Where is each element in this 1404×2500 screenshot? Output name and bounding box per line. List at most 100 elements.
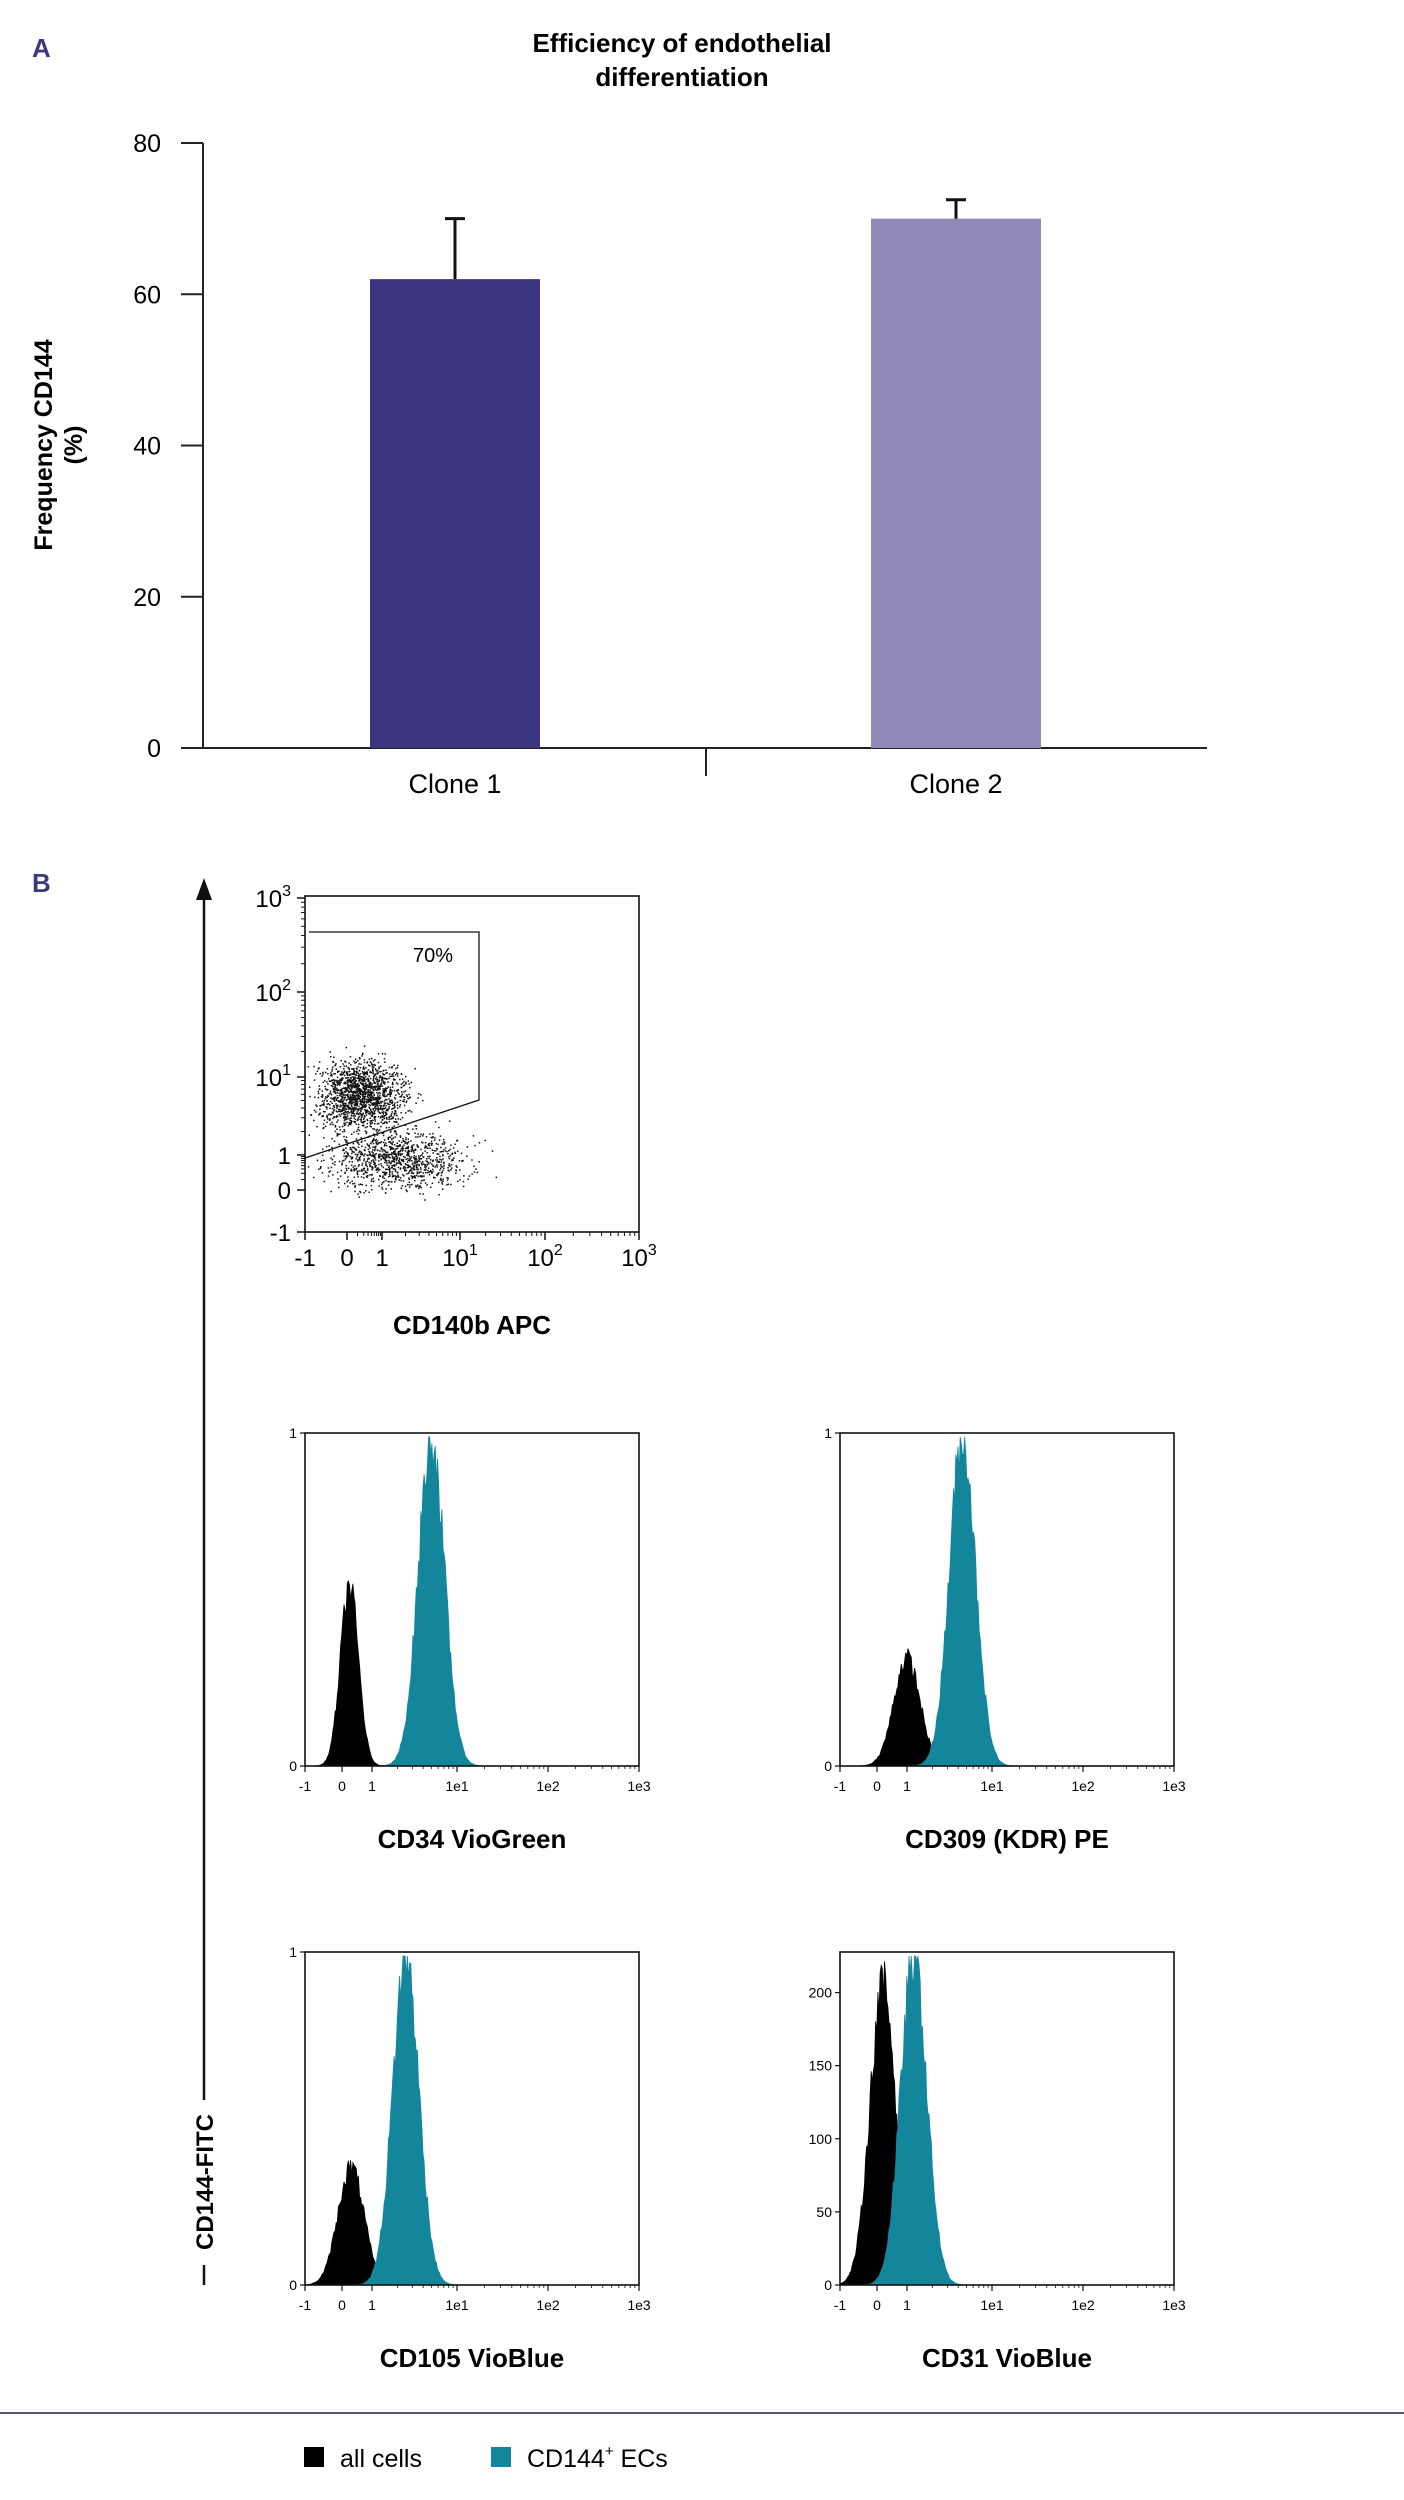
scatter-point	[436, 1148, 439, 1150]
scatter-point	[345, 1104, 347, 1107]
scatter-point	[329, 1123, 332, 1126]
y-tick-label: 0	[147, 735, 161, 763]
scatter-point	[390, 1118, 392, 1120]
scatter-point	[372, 1072, 374, 1075]
scatter-point	[363, 1098, 365, 1100]
scatter-point	[353, 1110, 355, 1112]
scatter-point	[381, 1100, 383, 1103]
scatter-point	[433, 1149, 436, 1152]
scatter-point	[356, 1153, 359, 1156]
scatter-point	[342, 1100, 344, 1102]
scatter-point	[390, 1134, 393, 1137]
scatter-point	[331, 1074, 333, 1077]
scatter-point	[434, 1137, 436, 1139]
scatter-point	[391, 1086, 394, 1088]
scatter-point	[382, 1115, 385, 1118]
scatter-point	[441, 1181, 443, 1184]
scatter-point	[334, 1091, 336, 1093]
scatter-point	[360, 1103, 363, 1106]
histogram-x-tick-label: 1e3	[627, 1778, 651, 1794]
scatter-point	[385, 1121, 387, 1123]
scatter-point	[357, 1118, 359, 1121]
scatter-point	[378, 1080, 380, 1082]
scatter-point	[328, 1080, 331, 1082]
scatter-point	[319, 1072, 322, 1075]
scatter-point	[335, 1103, 337, 1105]
scatter-point	[334, 1124, 337, 1127]
scatter-point	[371, 1091, 373, 1093]
scatter-point	[381, 1111, 383, 1114]
scatter-point	[353, 1081, 355, 1084]
scatter-point	[417, 1133, 419, 1135]
scatter-point	[444, 1147, 447, 1149]
scatter-point	[353, 1146, 355, 1149]
scatter-point	[362, 1167, 365, 1170]
scatter-point	[376, 1171, 379, 1174]
scatter-point	[432, 1168, 434, 1171]
scatter-point	[377, 1169, 380, 1172]
scatter-point	[378, 1066, 380, 1068]
scatter-point	[365, 1171, 368, 1174]
scatter-point	[410, 1111, 413, 1113]
scatter-point	[343, 1107, 345, 1109]
scatter-point	[322, 1115, 324, 1117]
scatter-point	[365, 1098, 368, 1101]
scatter-point	[360, 1078, 363, 1080]
scatter-point	[355, 1102, 357, 1105]
scatter-point	[329, 1170, 332, 1172]
scatter-point	[349, 1182, 351, 1184]
scatter-point	[359, 1077, 362, 1080]
scatter-point	[402, 1155, 405, 1158]
scatter-point	[399, 1162, 402, 1164]
scatter-point	[393, 1114, 396, 1116]
scatter-point	[404, 1112, 407, 1114]
scatter-point	[352, 1080, 354, 1082]
scatter-point	[371, 1115, 373, 1118]
scatter-point	[346, 1116, 348, 1118]
scatter-point	[320, 1095, 323, 1098]
scatter-point	[332, 1162, 334, 1165]
scatter-point	[346, 1098, 348, 1101]
scatter-point	[375, 1101, 378, 1103]
scatter-point	[430, 1142, 432, 1145]
scatter-point	[360, 1120, 362, 1122]
scatter-point	[363, 1080, 365, 1082]
scatter-point	[407, 1172, 410, 1175]
histogram-x-tick-label: -1	[299, 2297, 312, 2313]
scatter-point	[405, 1158, 407, 1161]
scatter-point	[448, 1156, 450, 1158]
scatter-point	[344, 1060, 346, 1063]
scatter-point	[356, 1111, 358, 1113]
scatter-point	[326, 1116, 328, 1118]
scatter-point	[415, 1102, 417, 1105]
scatter-point	[376, 1123, 379, 1125]
scatter-point	[336, 1091, 339, 1094]
scatter-point	[383, 1155, 386, 1157]
scatter-point	[387, 1138, 390, 1140]
scatter-point	[355, 1080, 357, 1082]
scatter-point	[385, 1105, 387, 1107]
scatter-point	[359, 1103, 362, 1105]
scatter-point	[398, 1154, 400, 1156]
scatter-point	[365, 1190, 367, 1192]
scatter-point	[332, 1112, 334, 1114]
scatter-point	[407, 1151, 409, 1154]
scatter-point	[347, 1167, 350, 1170]
scatter-point	[372, 1104, 374, 1107]
scatter-point	[356, 1130, 358, 1133]
y-axis-label: Frequency CD144	[30, 339, 58, 550]
scatter-point	[326, 1089, 328, 1091]
scatter-point	[409, 1166, 412, 1168]
scatter-point	[383, 1082, 385, 1084]
scatter-point	[372, 1177, 375, 1180]
scatter-point	[363, 1115, 366, 1117]
scatter-point	[353, 1094, 356, 1097]
scatter-point	[420, 1148, 422, 1151]
scatter-point	[388, 1118, 390, 1120]
scatter-point	[432, 1160, 434, 1163]
scatter-point	[352, 1115, 355, 1117]
scatter-point	[422, 1179, 424, 1182]
scatter-point	[361, 1124, 364, 1127]
scatter-point	[427, 1155, 429, 1158]
scatter-point	[369, 1070, 372, 1073]
